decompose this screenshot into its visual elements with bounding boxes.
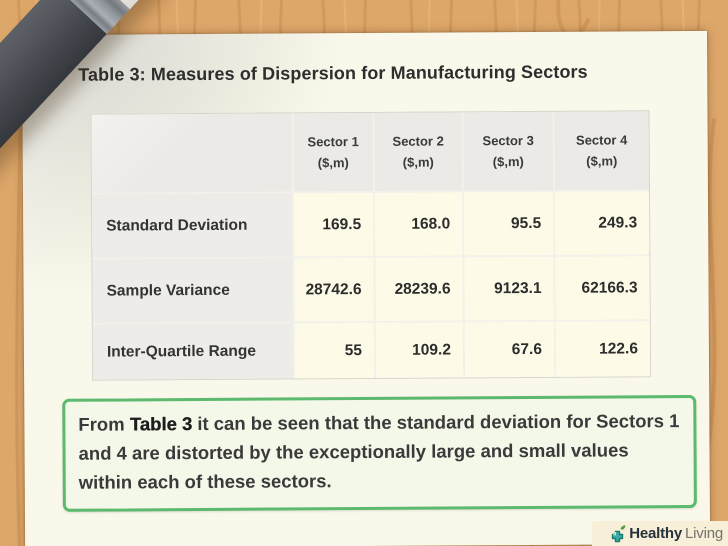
- column-name: Sector 1: [307, 133, 359, 149]
- value-cell: 62166.3: [555, 256, 650, 320]
- worksheet-card: Table 3: Measures of Dispersion for Manu…: [22, 30, 711, 546]
- column-header-sector-3: Sector 3 ($,m): [463, 111, 553, 191]
- value-cell: 168.0: [374, 192, 463, 256]
- column-header-sector-1: Sector 1 ($,m): [293, 112, 373, 192]
- column-name: Sector 3: [482, 132, 534, 148]
- plus-leaf-icon: [612, 525, 626, 543]
- table-corner-cell: [91, 113, 292, 193]
- column-header-sector-2: Sector 2 ($,m): [374, 112, 462, 191]
- column-unit: ($,m): [586, 153, 618, 169]
- column-header-sector-4: Sector 4 ($,m): [554, 111, 649, 190]
- row-label-sample-variance: Sample Variance: [92, 258, 293, 323]
- column-name: Sector 4: [575, 131, 628, 148]
- conclusion-note-box: From Table 3 it can be seen that the sta…: [62, 394, 697, 512]
- value-cell: 28239.6: [375, 257, 463, 321]
- logo-text-bold: Healthy: [629, 525, 682, 542]
- value-cell: 95.5: [463, 191, 554, 256]
- value-cell: 249.3: [554, 191, 650, 255]
- note-table-reference: Table 3: [129, 413, 193, 435]
- value-cell: 55: [294, 322, 375, 379]
- value-cell: 9123.1: [464, 256, 554, 321]
- row-label-inter-quartile-range: Inter-Quartile Range: [92, 323, 294, 380]
- note-text-prefix: From: [78, 413, 130, 435]
- value-cell: 28742.6: [294, 257, 374, 322]
- column-unit: ($,m): [317, 155, 349, 171]
- healthy-living-logo: Healthy Living: [592, 521, 728, 546]
- logo-text-regular: Living: [685, 525, 723, 542]
- page-title: Table 3: Measures of Dispersion for Manu…: [78, 61, 588, 85]
- column-unit: ($,m): [402, 154, 434, 170]
- column-unit: ($,m): [492, 154, 524, 170]
- value-cell: 109.2: [375, 322, 464, 378]
- value-cell: 67.6: [464, 321, 555, 378]
- value-cell: 169.5: [293, 192, 374, 257]
- dispersion-table: Sector 1 ($,m) Sector 2 ($,m) Sector 3 (…: [90, 110, 652, 381]
- row-label-standard-deviation: Standard Deviation: [91, 193, 293, 258]
- value-cell: 122.6: [555, 321, 651, 377]
- column-name: Sector 2: [392, 133, 444, 149]
